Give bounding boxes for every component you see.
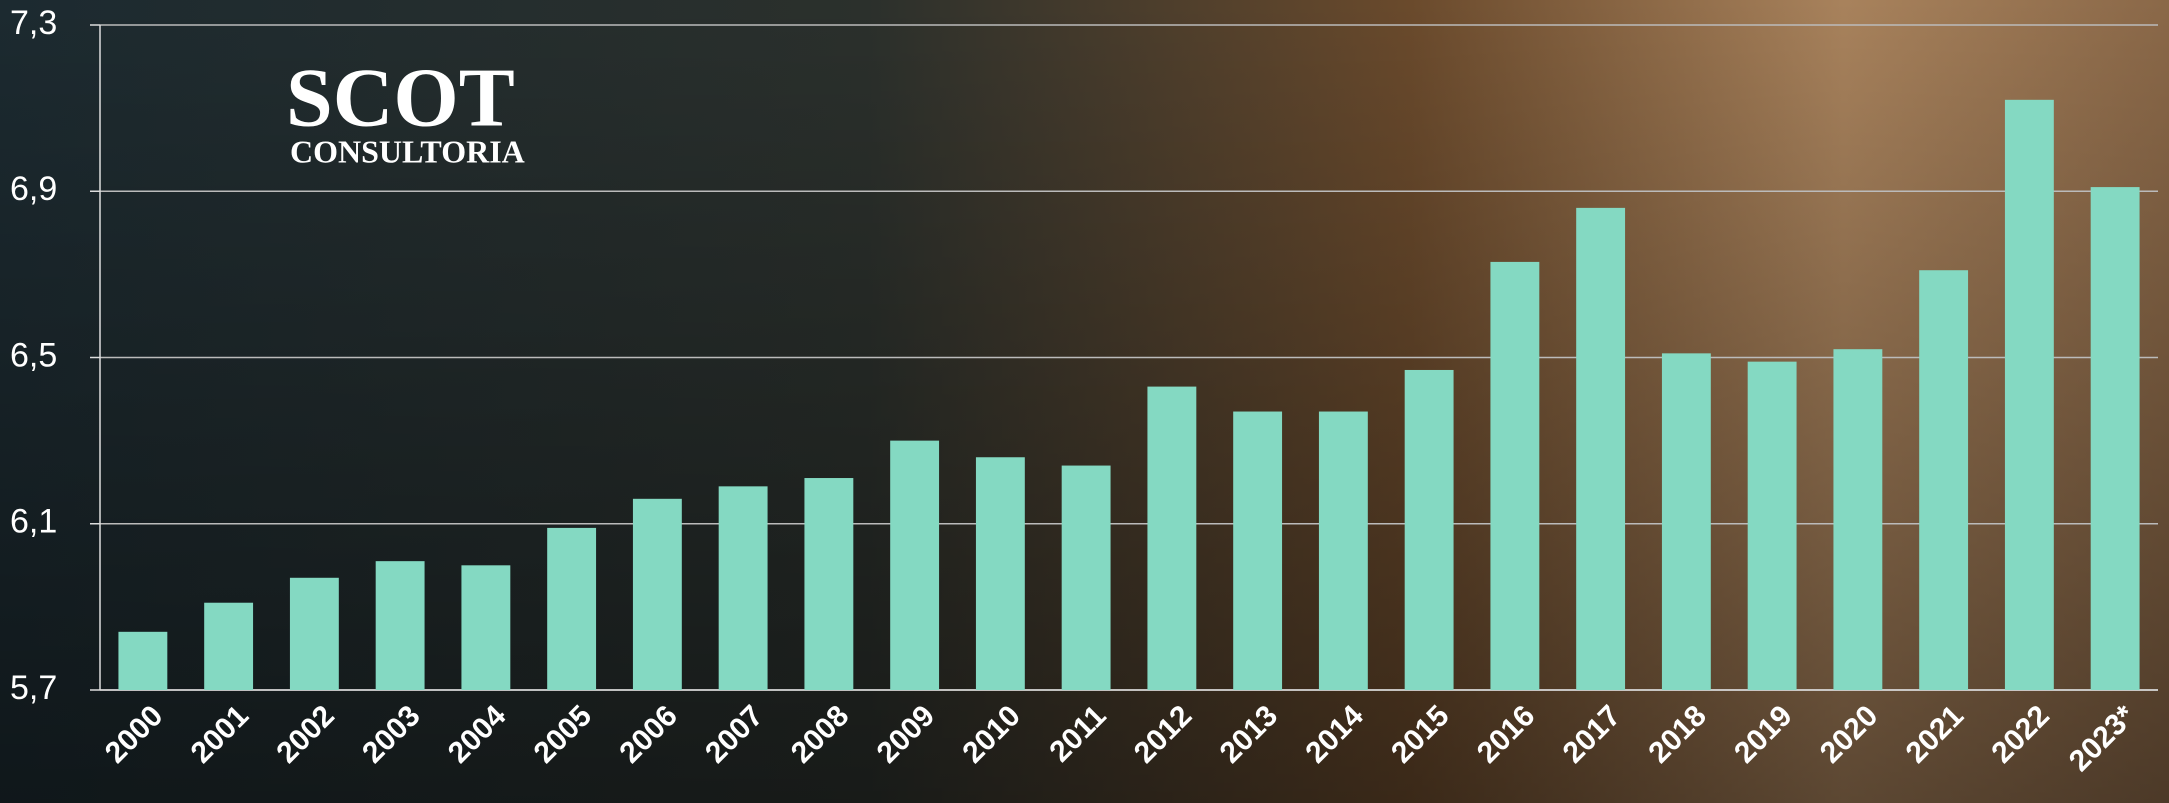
y-tick-label: 7,3 — [10, 4, 57, 42]
bar — [1919, 270, 1969, 690]
bar — [2004, 99, 2054, 690]
bar — [204, 602, 254, 690]
bar — [118, 631, 168, 690]
bar — [718, 486, 768, 690]
logo-title: SCOT — [286, 51, 515, 144]
y-tick-label: 6,9 — [10, 170, 57, 208]
bar — [804, 478, 854, 690]
bar — [1661, 353, 1711, 690]
bar — [1576, 207, 1626, 690]
logo-subtitle: CONSULTORIA — [290, 133, 525, 169]
bar — [632, 498, 682, 690]
y-tick-label: 5,7 — [10, 669, 57, 707]
bar — [1404, 369, 1454, 690]
bar — [1318, 411, 1368, 690]
bar — [890, 440, 940, 690]
bar — [1833, 349, 1883, 690]
bar — [1747, 361, 1797, 690]
bar — [1147, 386, 1197, 690]
bar — [1061, 465, 1111, 690]
bar — [2090, 187, 2140, 690]
bar — [461, 565, 511, 690]
y-tick-label: 6,1 — [10, 503, 57, 541]
bar — [1233, 411, 1283, 690]
bar — [1490, 261, 1540, 690]
bar — [975, 457, 1025, 690]
bar — [547, 527, 597, 690]
y-tick-label: 6,5 — [10, 336, 57, 374]
bar — [375, 561, 425, 690]
bar — [289, 577, 339, 690]
logo: SCOT CONSULTORIA — [286, 51, 525, 169]
